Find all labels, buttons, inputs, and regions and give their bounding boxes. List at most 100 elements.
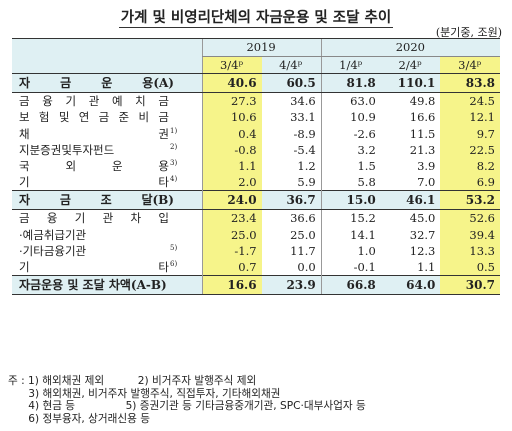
table-cell: 8.2	[440, 158, 500, 175]
table-row: ·기타금융기관 5) -1.7 11.7 1.0 12.3 13.3	[12, 242, 500, 260]
quarter-header: 4/4ᵖ	[261, 56, 322, 75]
table-cell: -1.7	[201, 242, 262, 260]
table-row: 자금운용 및 조달 차액(A-B) 16.6 23.9 66.8 64.0 30.7	[12, 275, 500, 296]
table-row: 채 권 1) 0.4 -8.9 -2.6 11.5 9.7	[12, 125, 500, 142]
table-cell: 23.4	[201, 209, 262, 227]
table-cell: 34.6	[290, 94, 316, 109]
table-cell: 24.0	[201, 190, 262, 211]
table-cell: 64.0	[380, 275, 441, 296]
footnote-marker: 4)	[170, 175, 178, 184]
table-row: 기 타 6) 0.7 0.0 -0.1 1.1 0.5	[12, 259, 500, 276]
row-label: 자 금 운 용(A)	[12, 73, 202, 94]
table-cell: 63.0	[320, 92, 381, 110]
table-cell: 3.2	[320, 141, 381, 159]
table-cell: 110.1	[380, 73, 441, 94]
table-cell: 39.4	[440, 226, 500, 243]
table-cell: 1.5	[320, 158, 381, 175]
table-cell: 13.3	[440, 242, 500, 260]
table-cell: 0.5	[440, 259, 500, 276]
footnote-line: 6) 정부융자, 상거래신용 등	[8, 412, 151, 425]
year-header-2019: 2019	[201, 38, 322, 57]
footnote-marker: 5)	[170, 243, 178, 252]
footnotes: 주 : 1) 해외채권 제외 2) 비거주자 발행주식 제외 3) 해외채권, …	[8, 375, 366, 425]
table-cell: -5.4	[293, 142, 316, 157]
footnote-marker: 2)	[170, 142, 178, 151]
table-cell: 7.0	[417, 175, 436, 190]
table-cell: 15.0	[320, 190, 381, 211]
table-cell: 23.9	[261, 275, 322, 296]
table-cell: 1.1	[201, 158, 262, 175]
table-cell: 10.6	[201, 109, 262, 126]
row-label: 국 외 운 용 3)	[12, 158, 202, 174]
table-cell: 40.6	[201, 73, 262, 94]
row-label: 기 타 6)	[12, 259, 202, 276]
row-label-text: ·예금취급기관	[19, 227, 87, 242]
row-label: 채 권 1)	[12, 126, 202, 142]
table-cell: 1.1	[417, 260, 436, 275]
table-cell: 45.0	[409, 211, 436, 226]
table-cell: 11.7	[290, 243, 316, 258]
table-cell: 12.1	[440, 109, 500, 126]
table-cell: -0.8	[201, 141, 262, 159]
table-cell: 16.6	[201, 275, 262, 296]
table-row: 보 험 및 연 금 준 비 금 10.6 33.1 10.9 16.6 12.1	[12, 109, 500, 126]
row-label-text: 자 금 조 달(B)	[19, 193, 174, 208]
table-cell: 0.4	[201, 125, 262, 142]
footnote-line: 3) 해외채권, 비거주자 발행주식, 직접투자, 기타해외채권	[8, 387, 281, 400]
table-cell: 9.7	[440, 125, 500, 142]
table-row: 지분증권및투자펀드 2) -0.8 -5.4 3.2 21.3 22.5	[12, 141, 500, 159]
table-cell: 25.0	[201, 226, 262, 243]
table-cell: 6.9	[440, 174, 500, 191]
table-cell: 16.6	[409, 110, 436, 125]
table-row: 국 외 운 용 3) 1.1 1.2 1.5 3.9 8.2	[12, 158, 500, 175]
table-row: ·예금취급기관 25.0 25.0 14.1 32.7 39.4	[12, 226, 500, 243]
table-cell: 83.8	[440, 73, 500, 94]
row-label-text: 자 금 운 용(A)	[19, 76, 174, 91]
table-cell: 5.9	[297, 175, 316, 190]
table-cell: 24.5	[440, 92, 500, 110]
footnote-line: 주 : 1) 해외채권 제외 2) 비거주자 발행주식 제외	[8, 375, 257, 387]
table-cell: 30.7	[440, 275, 500, 296]
table-cell: 53.2	[440, 190, 500, 211]
table-cell: 0.0	[297, 260, 316, 275]
row-label: 자 금 조 달(B)	[12, 190, 202, 211]
table-cell: 27.3	[201, 92, 262, 110]
unit-label: (분기중, 조원)	[435, 26, 502, 39]
table-cell: 11.5	[409, 126, 436, 141]
table-cell: 36.6	[290, 211, 316, 226]
row-label: ·예금취급기관	[12, 227, 202, 243]
table-cell: 21.3	[409, 142, 436, 157]
table-row: 자 금 운 용(A) 40.6 60.5 81.8 110.1 83.8	[12, 73, 500, 94]
data-table: 2019 2020 3/4ᵖ 4/4ᵖ 1/4ᵖ 2/4ᵖ 3/4ᵖ 자 금 운 용(…	[12, 37, 500, 296]
table-cell: 66.8	[320, 275, 381, 296]
table-cell: 36.7	[261, 190, 322, 211]
table-cell: 46.1	[380, 190, 441, 211]
year-header-2020: 2020	[320, 38, 500, 57]
table-cell: 32.7	[409, 227, 436, 242]
quarter-header: 3/4ᵖ	[201, 56, 262, 75]
table-row: 금 융 기 관 예 치 금 27.3 34.6 63.0 49.8 24.5	[12, 92, 500, 110]
table-cell: 14.1	[320, 226, 381, 243]
table-cell: 3.9	[417, 159, 436, 174]
header-corner	[12, 37, 202, 74]
table-row: 금 융 기 관 차 입 23.4 36.6 15.2 45.0 52.6	[12, 209, 500, 227]
row-label-text: 지분증권및투자펀드	[19, 142, 115, 157]
row-label: 지분증권및투자펀드 2)	[12, 142, 202, 158]
row-label-text: 자금운용 및 조달 차액(A-B)	[19, 278, 167, 293]
table-cell: 33.1	[290, 110, 316, 125]
table-cell: 1.0	[320, 242, 381, 260]
table-cell: 25.0	[290, 227, 316, 242]
quarter-header: 3/4ᵖ	[440, 56, 500, 75]
table-row: 기 타 4) 2.0 5.9 5.8 7.0 6.9	[12, 174, 500, 191]
table-title: 가계 및 비영리단체의 자금운용 및 조달 추이	[118, 10, 394, 28]
table-cell: -0.1	[320, 259, 381, 276]
footnote-marker: 3)	[170, 159, 178, 168]
